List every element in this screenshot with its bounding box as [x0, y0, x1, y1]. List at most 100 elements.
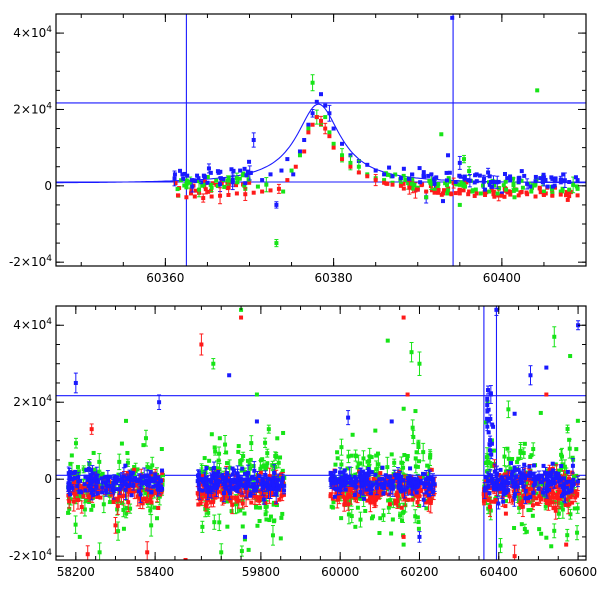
data-point — [302, 138, 307, 142]
data-point — [240, 466, 245, 471]
data-point — [493, 499, 498, 504]
data-point — [440, 199, 445, 204]
data-point — [106, 487, 111, 492]
data-point — [265, 451, 270, 456]
data-point — [424, 477, 429, 482]
data-point — [276, 477, 281, 482]
data-point — [394, 475, 399, 480]
data-point — [83, 488, 88, 493]
data-point — [216, 458, 221, 463]
data-point — [234, 479, 239, 484]
data-point — [556, 471, 561, 476]
data-point — [111, 484, 116, 489]
data-point — [385, 181, 390, 186]
data-point — [540, 482, 545, 487]
data-point — [230, 180, 235, 185]
data-point — [519, 169, 524, 174]
data-point — [360, 469, 365, 474]
data-point — [524, 529, 529, 534]
data-point — [335, 497, 340, 502]
data-point — [361, 494, 366, 499]
data-point — [541, 490, 546, 495]
data-point — [218, 483, 223, 488]
data-point — [545, 477, 550, 482]
data-point — [238, 168, 243, 173]
data-point — [242, 537, 247, 542]
data-point — [240, 524, 245, 529]
data-point — [407, 178, 412, 183]
data-point — [119, 494, 124, 499]
data-point — [289, 168, 294, 173]
data-point — [444, 183, 449, 188]
data-point — [365, 482, 370, 487]
data-point — [559, 452, 564, 457]
data-point — [279, 480, 284, 485]
data-point — [410, 172, 415, 177]
data-point — [328, 492, 333, 497]
data-point — [556, 468, 561, 473]
data-point — [66, 510, 71, 515]
data-point — [223, 481, 228, 486]
data-point — [533, 179, 538, 184]
data-point — [340, 153, 345, 158]
data-point — [141, 497, 146, 502]
data-point — [488, 473, 493, 478]
data-point — [402, 487, 407, 492]
x-tick-label: 60360 — [146, 271, 184, 285]
data-point — [493, 487, 498, 492]
data-point — [319, 92, 323, 97]
data-point — [413, 493, 418, 498]
data-point — [484, 190, 489, 195]
data-point — [333, 476, 338, 481]
data-point — [573, 175, 578, 180]
data-point — [234, 176, 239, 181]
data-point — [507, 494, 512, 499]
data-point — [145, 487, 150, 492]
data-point — [566, 502, 571, 507]
plot-frame — [55, 13, 587, 267]
data-point — [138, 492, 143, 497]
data-point — [389, 452, 394, 457]
data-point — [481, 494, 486, 499]
data-point — [467, 189, 472, 194]
data-point — [257, 498, 262, 503]
data-point — [508, 178, 513, 183]
data-point — [255, 484, 260, 489]
data-point — [364, 471, 369, 476]
data-point — [123, 463, 128, 468]
data-point — [513, 492, 518, 497]
data-point — [516, 193, 521, 198]
data-point — [559, 467, 564, 472]
data-point — [124, 418, 129, 423]
data-point — [574, 447, 579, 452]
data-point — [501, 492, 506, 497]
data-point — [367, 459, 372, 464]
data-point — [234, 183, 239, 188]
data-point — [263, 505, 268, 510]
data-point — [277, 486, 282, 491]
data-point — [69, 453, 74, 458]
data-point — [258, 466, 263, 471]
data-point — [201, 196, 206, 201]
data-point — [368, 500, 373, 505]
data-point — [276, 186, 281, 191]
data-point — [297, 149, 302, 154]
data-point — [143, 478, 148, 483]
data-point — [358, 489, 363, 494]
data-point — [93, 475, 98, 480]
data-point — [374, 497, 379, 502]
data-point — [153, 472, 158, 477]
data-point — [541, 463, 546, 468]
data-point — [178, 168, 183, 173]
data-point — [498, 483, 503, 488]
data-point — [401, 406, 406, 411]
data-point — [280, 468, 285, 473]
data-point — [537, 185, 542, 190]
data-point — [120, 483, 125, 488]
data-point — [560, 485, 565, 490]
data-point — [88, 479, 93, 484]
data-point — [249, 500, 254, 505]
data-point — [530, 494, 535, 499]
data-point — [230, 477, 235, 482]
data-point — [435, 183, 440, 188]
